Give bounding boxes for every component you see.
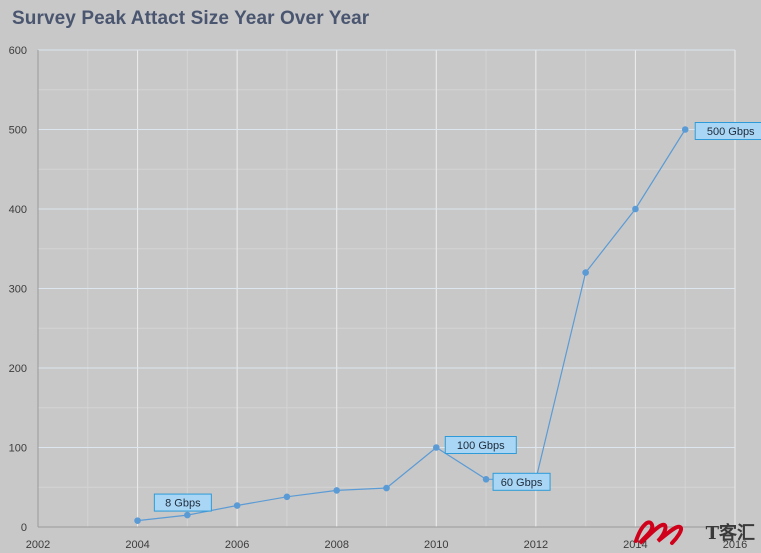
y-tick-label: 400 bbox=[9, 204, 27, 216]
x-tick-label: 2004 bbox=[125, 539, 149, 551]
data-point bbox=[632, 205, 639, 213]
data-label: 8 Gbps bbox=[165, 498, 201, 510]
data-label: 60 Gbps bbox=[501, 477, 543, 489]
y-tick-label: 300 bbox=[9, 284, 27, 296]
x-tick-label: 2010 bbox=[424, 539, 448, 551]
data-point bbox=[184, 511, 191, 519]
y-tick-label: 600 bbox=[9, 45, 27, 57]
data-point bbox=[134, 517, 141, 524]
data-label-box bbox=[492, 472, 551, 491]
y-tick-label: 100 bbox=[9, 443, 27, 455]
data-label: 500 Gbps bbox=[707, 126, 755, 138]
series-line bbox=[137, 129, 686, 522]
data-label-box bbox=[153, 493, 212, 512]
y-tick-label: 0 bbox=[21, 522, 27, 534]
data-point bbox=[432, 444, 440, 451]
watermark-logo: T客汇 bbox=[632, 515, 755, 549]
x-tick-label: 2016 bbox=[723, 539, 747, 551]
data-point bbox=[333, 487, 341, 494]
x-tick-label: 2006 bbox=[225, 539, 249, 551]
grid-layer bbox=[37, 49, 736, 528]
axis-layer: 2002 2004 2006 2008 2010 2012 2014 201601002003… bbox=[9, 45, 748, 551]
watermark-mark-icon bbox=[633, 520, 683, 545]
data-label-box bbox=[444, 436, 517, 454]
data-point bbox=[482, 476, 490, 483]
watermark-text: T客汇 bbox=[705, 523, 755, 544]
series-layer bbox=[134, 126, 689, 524]
y-tick-label: 200 bbox=[9, 363, 27, 375]
chart-title: Survey Peak Attact Size Year Over Year bbox=[12, 8, 370, 29]
data-point bbox=[233, 502, 241, 509]
y-tick-label: 500 bbox=[9, 125, 27, 137]
data-point bbox=[283, 493, 291, 501]
data-point bbox=[383, 484, 390, 492]
data-point bbox=[582, 269, 589, 276]
x-tick-label: 2008 bbox=[324, 539, 348, 551]
data-point bbox=[681, 126, 689, 133]
data-label-box bbox=[694, 122, 761, 140]
x-tick-label: 2012 bbox=[524, 539, 548, 551]
data-label-layer: 8 Gbps 100 Gbps 60 Gbps 500 Gbps bbox=[153, 122, 761, 512]
x-tick-label: 2002 bbox=[26, 539, 50, 551]
data-label: 100 Gbps bbox=[457, 440, 505, 452]
